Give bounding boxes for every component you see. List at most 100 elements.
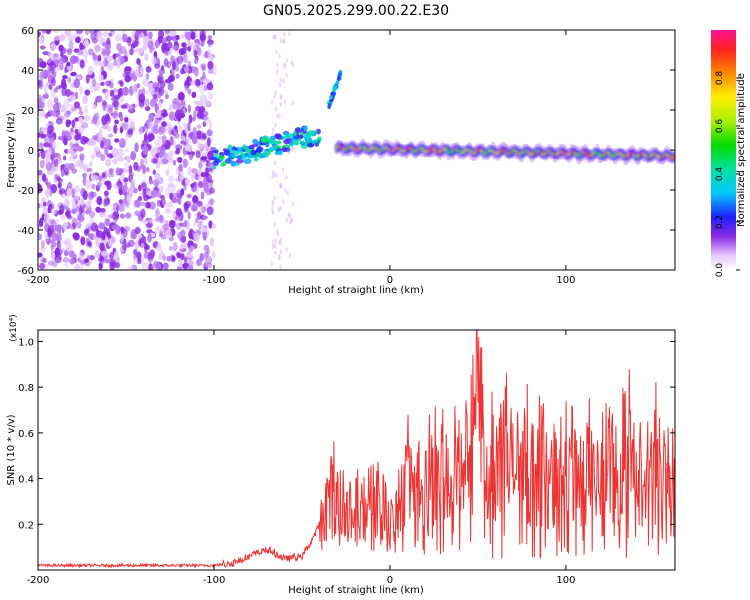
spectrogram-cell (327, 104, 331, 109)
spectrogram-cell (49, 111, 57, 117)
spectrogram-cell (293, 140, 299, 145)
spectrogram-cell (56, 176, 62, 182)
spectrogram-cell (166, 201, 174, 208)
spectrogram-cell (62, 74, 68, 80)
spectrogram-cell (38, 152, 41, 158)
spectrogram-cell (120, 55, 125, 65)
spectrogram-cell (39, 71, 45, 81)
spectrogram-cell (53, 30, 60, 34)
spectrogram-cell (282, 148, 288, 153)
spectrogram-cell (75, 30, 83, 35)
spectrogram-cell (38, 225, 42, 230)
spectrogram-cell (127, 128, 133, 135)
tone-core (334, 142, 675, 162)
spectrogram-cell (39, 45, 46, 50)
spectrogram-cell (191, 91, 197, 99)
spectrogram-cell (94, 44, 101, 53)
spectrogram-cell (124, 116, 129, 123)
spectrogram-cell (287, 31, 291, 37)
spectrogram-cell (100, 140, 104, 149)
spectrogram-cell (148, 121, 155, 129)
spectrogram-cell (209, 187, 215, 194)
spectrogram-cell (129, 48, 134, 56)
spectrogram-cell (87, 65, 94, 76)
spectrogram-cell (96, 30, 103, 39)
spectrogram-cell (211, 251, 216, 259)
spectrogram-cell (134, 68, 140, 77)
spectrogram-cell (68, 40, 74, 50)
spectrogram-cell (39, 159, 45, 169)
spectrogram-cell (125, 212, 132, 219)
spectrogram-cell (66, 65, 72, 71)
spectrogram-cell (178, 258, 183, 267)
spectrogram-cell (105, 80, 110, 87)
spectrogram-cell (161, 158, 169, 165)
spectrogram-cell (195, 105, 201, 112)
spectrogram-cell (83, 258, 89, 263)
spectrogram-cell (281, 167, 285, 173)
spectrogram-cell (115, 167, 121, 176)
spectrogram-cell (200, 63, 207, 69)
spectrogram-cell (91, 183, 96, 190)
spectrogram-cell (53, 97, 59, 104)
spectrogram-cell (79, 153, 85, 161)
spectrogram-cell (235, 155, 242, 159)
spectrogram-cell (276, 62, 279, 68)
colorbar-tick-label: 0.4 (715, 167, 725, 182)
spectrogram-cell (193, 110, 197, 120)
spectrogram-cell (139, 201, 147, 207)
spectrogram-cell (79, 85, 83, 95)
spectrogram-cell (47, 124, 53, 135)
spectrogram-cell (85, 200, 91, 208)
spectrogram-cell (88, 233, 94, 239)
spectrogram-cell (69, 131, 75, 137)
spectrogram-cell (285, 72, 288, 78)
spectrogram-cell (206, 137, 211, 147)
spectrogram-cell (106, 55, 113, 62)
spectrogram-cell (270, 261, 274, 267)
spectrogram-cell (57, 181, 62, 189)
spectrogram-cell (38, 169, 43, 176)
spectrogram-cell (40, 133, 47, 139)
spectrogram-cell (200, 135, 208, 140)
spectrogram-cell (272, 34, 275, 40)
spectrogram-cell (137, 195, 143, 202)
spectrogram-cell (159, 214, 164, 222)
spectrogram-cell (278, 113, 281, 119)
spectrogram-cell (127, 38, 132, 47)
spectrogram-cell (183, 185, 187, 191)
spectrogram-cell (132, 187, 138, 194)
spectrogram-cell (60, 214, 66, 221)
spectrogram-cell (154, 172, 161, 179)
spectrogram-cell (84, 179, 92, 190)
spectrogram-cell (155, 112, 162, 118)
colorbar-tick-label: 0.2 (715, 215, 725, 229)
spectrogram-cell (198, 84, 205, 95)
spectrogram-cell (144, 98, 150, 107)
spectrogram-cell (90, 33, 97, 41)
spectrogram-cell (71, 119, 75, 129)
spectrogram-cell (283, 99, 287, 105)
spectrogram-cell (169, 30, 177, 37)
spectrogram-cell (291, 100, 294, 106)
spectrogram-cell (279, 240, 282, 246)
spectrogram-cell (44, 188, 51, 198)
spectrogram-cell (257, 152, 265, 159)
spectrogram-cell (40, 150, 46, 160)
spectrogram-cell (85, 209, 91, 215)
spectrogram-cell (335, 80, 340, 85)
spectrogram-cell (158, 185, 164, 193)
spectrogram-cell (77, 212, 83, 221)
spectrogram-cell (58, 57, 66, 65)
spectrogram-cell (220, 162, 225, 167)
spectrogram-cell (80, 198, 84, 205)
spectrogram-cell (279, 237, 282, 243)
spectrogram-cell (168, 175, 175, 183)
spectrogram-cell (42, 257, 47, 264)
spectrogram-cell (55, 224, 62, 231)
spectrogram-cell (39, 262, 46, 270)
spectrogram-cell (88, 210, 96, 218)
spectrogram-cell (200, 156, 208, 161)
spectrogram-cell (154, 139, 161, 147)
spectrogram-cell (212, 165, 217, 170)
